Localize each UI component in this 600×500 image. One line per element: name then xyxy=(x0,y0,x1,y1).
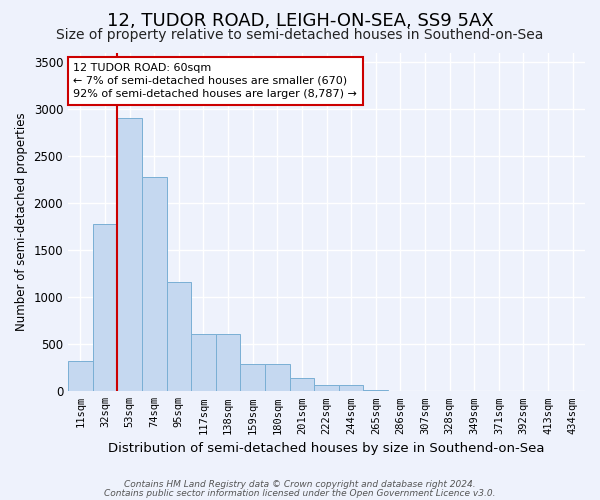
Bar xyxy=(117,118,142,392)
Bar xyxy=(290,378,314,392)
Bar xyxy=(364,390,388,392)
X-axis label: Distribution of semi-detached houses by size in Southend-on-Sea: Distribution of semi-detached houses by … xyxy=(108,442,545,455)
Bar xyxy=(68,361,92,392)
Bar xyxy=(216,334,241,392)
Bar xyxy=(191,334,216,392)
Bar xyxy=(339,385,364,392)
Bar xyxy=(92,224,117,392)
Text: 12 TUDOR ROAD: 60sqm
← 7% of semi-detached houses are smaller (670)
92% of semi-: 12 TUDOR ROAD: 60sqm ← 7% of semi-detach… xyxy=(73,62,357,99)
Y-axis label: Number of semi-detached properties: Number of semi-detached properties xyxy=(15,112,28,331)
Bar xyxy=(241,364,265,392)
Bar xyxy=(142,176,167,392)
Bar xyxy=(265,364,290,392)
Text: Contains public sector information licensed under the Open Government Licence v3: Contains public sector information licen… xyxy=(104,490,496,498)
Text: Size of property relative to semi-detached houses in Southend-on-Sea: Size of property relative to semi-detach… xyxy=(56,28,544,42)
Text: Contains HM Land Registry data © Crown copyright and database right 2024.: Contains HM Land Registry data © Crown c… xyxy=(124,480,476,489)
Bar xyxy=(167,282,191,392)
Text: 12, TUDOR ROAD, LEIGH-ON-SEA, SS9 5AX: 12, TUDOR ROAD, LEIGH-ON-SEA, SS9 5AX xyxy=(107,12,493,30)
Bar xyxy=(314,385,339,392)
